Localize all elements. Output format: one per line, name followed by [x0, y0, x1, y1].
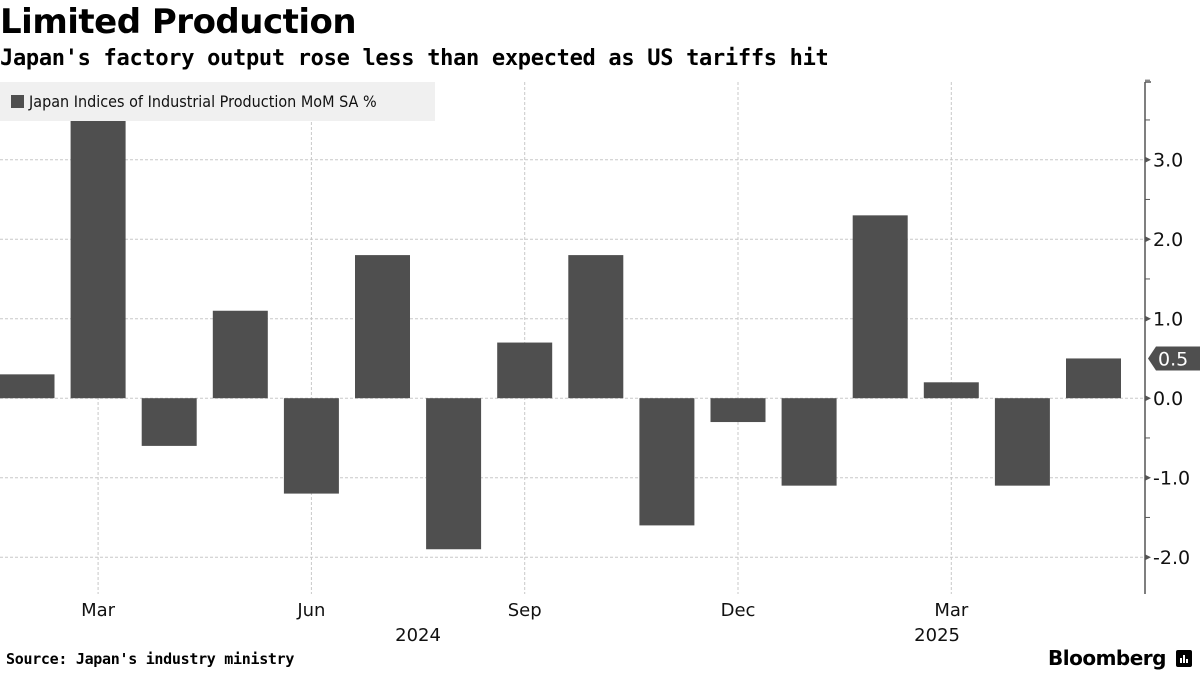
bar: [283, 398, 339, 494]
y-tick-mark: [1145, 554, 1151, 561]
y-tick-label: 3.0: [1153, 150, 1183, 172]
legend: Japan Indices of Industrial Production M…: [0, 82, 435, 121]
legend-label: Japan Indices of Industrial Production M…: [29, 92, 377, 111]
y-tick-mark: [1145, 236, 1151, 243]
x-tick-label: Jun: [296, 600, 325, 621]
brand-name: Bloomberg: [1048, 646, 1166, 670]
y-tick-label: 0.0: [1153, 388, 1183, 410]
bar: [781, 398, 837, 486]
bar: [497, 342, 553, 399]
x-year-label: 2025: [914, 625, 960, 646]
last-value-label: 0.5: [1158, 348, 1188, 370]
x-tick-label: Sep: [508, 600, 542, 621]
bar: [568, 255, 624, 399]
bar: [70, 119, 126, 399]
x-tick-label: Dec: [721, 600, 756, 621]
legend-swatch: [11, 95, 24, 108]
source-note: Source: Japan's industry ministry: [6, 650, 295, 668]
bar: [355, 255, 410, 399]
bar: [1066, 358, 1121, 399]
bars: [0, 119, 1121, 550]
x-axis: Mar Jun Sep Dec Mar 2024 2025: [81, 600, 969, 646]
chart-subtitle: Japan's factory output rose less than ex…: [0, 46, 829, 71]
last-value-badge: [1148, 346, 1200, 371]
bar: [710, 398, 766, 423]
y-tick-label: -1.0: [1153, 468, 1190, 490]
bloomberg-chart-icon: [1175, 649, 1192, 667]
y-tick-mark: [1145, 156, 1151, 163]
x-tick-label: Mar: [81, 600, 116, 621]
y-tick-mark: [1145, 395, 1151, 402]
x-tick-label: Mar: [934, 600, 969, 621]
y-tick-mark: [1145, 315, 1151, 322]
bar: [923, 382, 979, 399]
y-tick-label: -2.0: [1153, 547, 1190, 569]
x-year-label: 2024: [395, 625, 441, 646]
y-tick-mark: [1145, 474, 1151, 481]
y-tick-label: 2.0: [1153, 229, 1183, 251]
bar: [426, 398, 482, 550]
bar: [994, 398, 1050, 486]
bar: [0, 374, 55, 399]
chart-title: Limited Production: [0, 2, 357, 42]
y-tick-label: 1.0: [1153, 309, 1183, 331]
bar: [141, 398, 197, 446]
bar: [852, 215, 908, 399]
bar: [212, 310, 268, 399]
bar: [639, 398, 695, 526]
y-axis: 3.0 2.0 1.0 0.0 -1.0 -2.0 0.5: [1144, 79, 1200, 594]
bloomberg-logo: Bloomberg: [1048, 646, 1192, 670]
